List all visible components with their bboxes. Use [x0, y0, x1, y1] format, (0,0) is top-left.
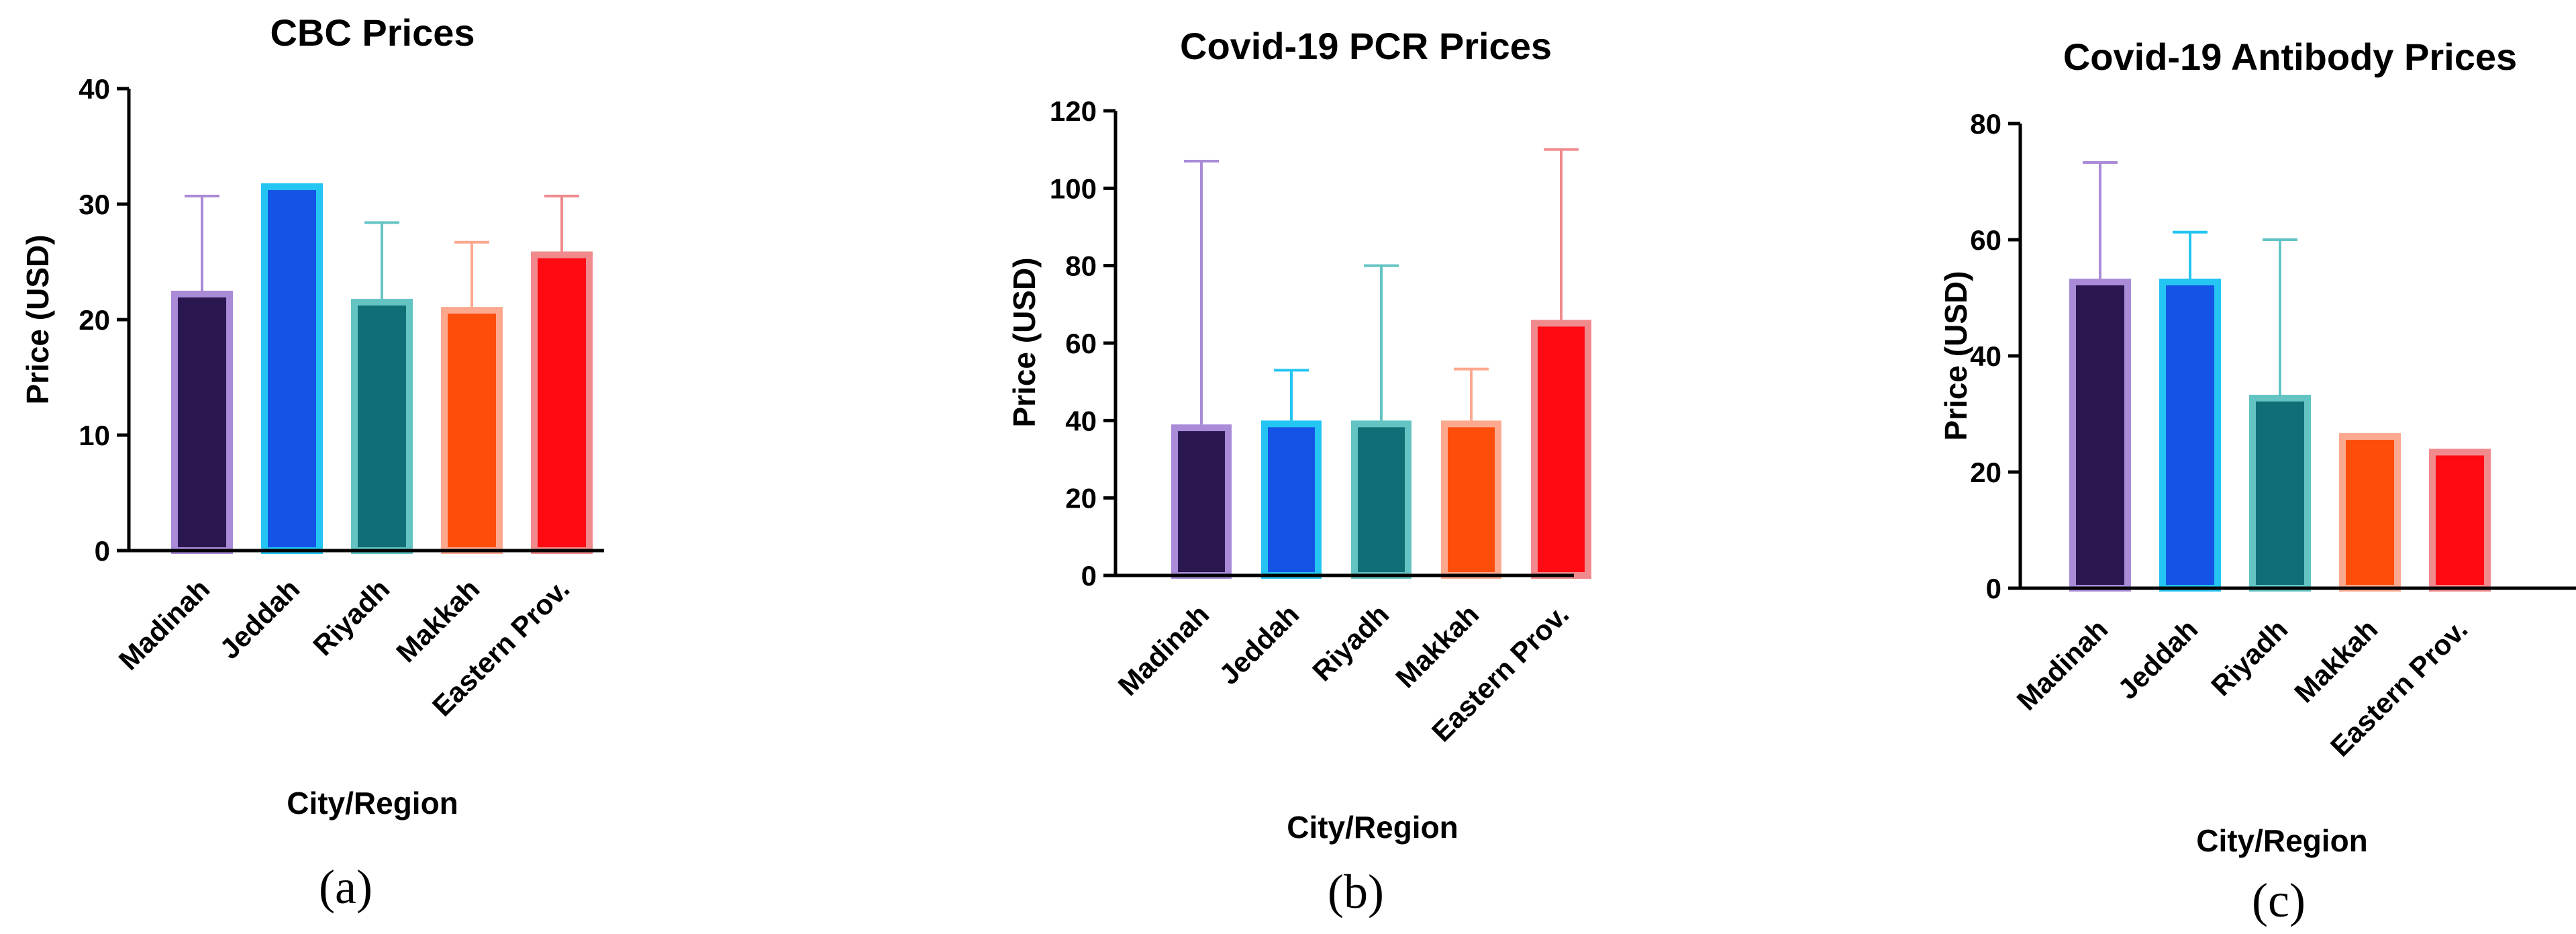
bar-eastern-prov — [2429, 449, 2491, 592]
x-tick-label-madinah: Madinah — [1112, 598, 1216, 702]
x-tick-label-riyadh: Riyadh — [307, 573, 395, 661]
bar-jeddah — [261, 183, 323, 555]
y-tick-label-80: 80 — [1970, 108, 2001, 140]
y-tick-label-100: 100 — [1050, 173, 1097, 204]
x-axis-label: City/Region — [1287, 810, 1458, 845]
chart-title: Covid-19 PCR Prices — [1180, 25, 1552, 67]
bar-makkah — [441, 307, 503, 554]
y-tick-label-20: 20 — [1065, 483, 1097, 514]
x-tick-label-madinah: Madinah — [113, 573, 216, 676]
x-tick-label-riyadh: Riyadh — [1306, 598, 1395, 687]
chart-title: Covid-19 Antibody Prices — [2063, 36, 2517, 78]
x-tick-label-jeddah: Jeddah — [1213, 598, 1305, 690]
x-tick-label-jeddah: Jeddah — [2112, 613, 2203, 705]
y-tick-label-30: 30 — [79, 189, 110, 220]
y-tick-label-10: 10 — [79, 420, 110, 451]
bar-makkah — [1441, 420, 1501, 579]
x-tick-label-madinah: Madinah — [2011, 613, 2114, 716]
y-tick-label-60: 60 — [1970, 224, 2001, 256]
y-tick-label-20: 20 — [1970, 457, 2001, 488]
bar-madinah — [1171, 424, 1232, 579]
x-tick-label-jeddah: Jeddah — [213, 573, 305, 665]
bar-riyadh — [351, 299, 413, 554]
panel-label: (a) — [319, 860, 373, 914]
y-tick-label-0: 0 — [1081, 560, 1097, 592]
panel-label: (c) — [2252, 874, 2306, 927]
y-tick-label-0: 0 — [95, 535, 110, 567]
bar-riyadh — [1351, 420, 1411, 579]
x-tick-label-riyadh: Riyadh — [2205, 613, 2293, 702]
bar-madinah — [171, 291, 233, 554]
y-tick-label-40: 40 — [79, 73, 110, 105]
panel-label: (b) — [1328, 865, 1384, 919]
bar-jeddah — [1261, 420, 1322, 579]
y-axis-label: Price (USD) — [1938, 271, 1973, 440]
chart-title: CBC Prices — [270, 11, 475, 54]
y-axis-label: Price (USD) — [20, 234, 55, 404]
y-tick-label-20: 20 — [79, 304, 110, 336]
bar-eastern-prov — [531, 251, 593, 554]
y-tick-label-120: 120 — [1050, 95, 1097, 127]
y-tick-label-0: 0 — [1986, 573, 2001, 604]
bar-madinah — [2069, 278, 2131, 592]
bar-riyadh — [2249, 394, 2311, 592]
y-tick-label-60: 60 — [1065, 328, 1097, 359]
y-tick-label-40: 40 — [1970, 340, 2001, 372]
y-tick-label-80: 80 — [1065, 250, 1097, 282]
y-axis-label: Price (USD) — [1007, 257, 1042, 427]
bar-makkah — [2339, 433, 2401, 592]
x-axis-label: City/Region — [2196, 823, 2368, 858]
y-tick-label-40: 40 — [1065, 405, 1097, 436]
bar-eastern-prov — [1531, 320, 1591, 579]
bar-jeddah — [2159, 278, 2221, 592]
x-axis-label: City/Region — [287, 786, 458, 821]
